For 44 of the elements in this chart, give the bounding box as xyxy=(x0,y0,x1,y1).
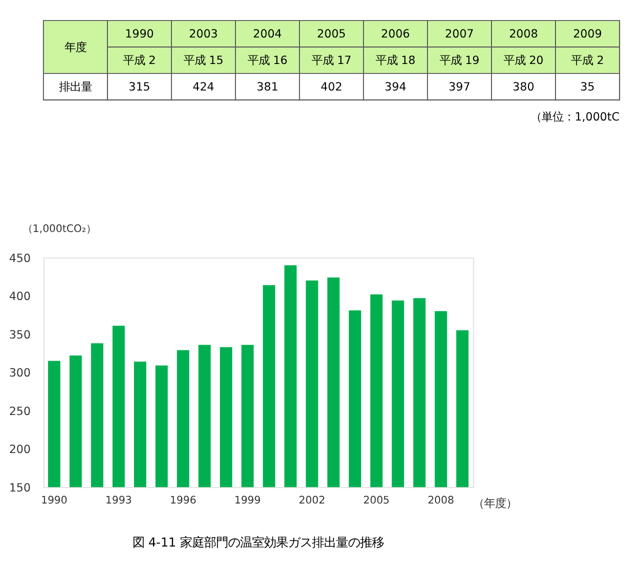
x-tick-label: 1996 xyxy=(170,494,196,507)
text: 2007 xyxy=(445,26,474,41)
text: 平成 15 xyxy=(183,53,224,68)
text: 平成 2 xyxy=(571,53,604,68)
text: 2005 xyxy=(317,26,346,41)
text: （単位：1,000tC xyxy=(530,110,620,124)
text: 2003 xyxy=(189,26,218,41)
text: 424 xyxy=(192,79,214,94)
text: 394 xyxy=(384,79,406,94)
text: 平成 19 xyxy=(439,53,480,68)
text: 2004 xyxy=(253,26,282,41)
text: 315 xyxy=(128,79,150,94)
x-tick-label: 2005 xyxy=(363,494,390,507)
text: 年度 xyxy=(64,40,86,54)
y-tick-label: 400 xyxy=(9,289,31,304)
y-tick-label: 300 xyxy=(9,366,31,380)
text: 381 xyxy=(256,79,278,94)
x-axis-title: （年度） xyxy=(473,496,518,510)
text: 402 xyxy=(320,79,342,94)
text: 1990 xyxy=(125,26,154,41)
text: 平成 18 xyxy=(375,53,416,68)
text: 平成 2 xyxy=(123,53,156,68)
y-tick-label: 450 xyxy=(9,250,31,265)
y-tick-label: 150 xyxy=(9,480,31,494)
text: 排出量 xyxy=(58,79,92,94)
text: 2009 xyxy=(573,26,602,41)
x-tick-label: 1993 xyxy=(105,494,132,507)
text: 図 4-11 家庭部門の温室効果ガス排出量の推移 xyxy=(132,536,384,550)
text: 397 xyxy=(448,79,470,94)
y-tick-label: 250 xyxy=(9,404,31,418)
text: 平成 17 xyxy=(311,53,352,68)
x-tick-label: 1999 xyxy=(234,494,261,507)
x-tick-label: 2008 xyxy=(428,494,454,507)
text: 2008 xyxy=(509,26,538,41)
text: 35 xyxy=(580,79,595,94)
text: 380 xyxy=(512,79,534,94)
y-tick-label: 200 xyxy=(9,442,31,456)
x-tick-label: 1990 xyxy=(40,494,68,507)
y-tick-label: 350 xyxy=(9,327,31,342)
x-tick-label: 2002 xyxy=(298,494,326,507)
text: 2006 xyxy=(381,26,410,41)
text: 平成 20 xyxy=(503,53,544,68)
text: 平成 16 xyxy=(247,53,288,68)
y-axis-title: （1,000tCO₂） xyxy=(22,223,96,236)
